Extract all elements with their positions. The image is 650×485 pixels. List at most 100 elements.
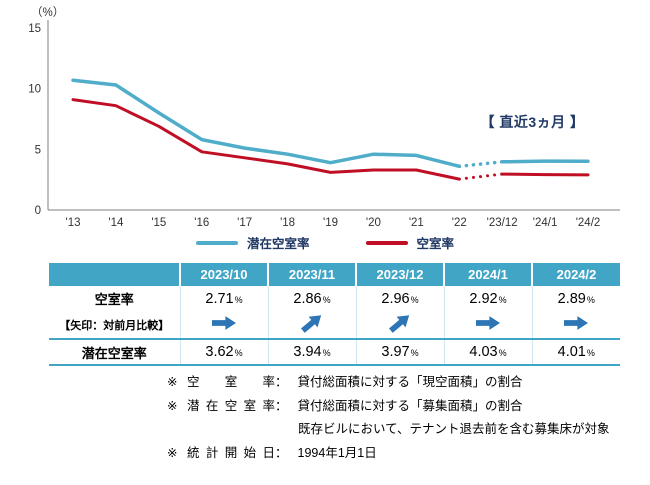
potential-vacancy-rate-cell: 4.01%: [531, 339, 620, 365]
potential-vacancy-rate-cell: 3.62%: [179, 339, 268, 365]
header-label-spacer: [49, 263, 180, 286]
rate-value: 2.86: [293, 290, 322, 307]
x-tick-label: '24/2: [576, 217, 601, 229]
footnote-line: ※ 統計開始日： 1994年1月1日: [167, 442, 610, 466]
trend-arrow-cell: [355, 309, 444, 339]
footnote-text: 既存ビルにおいて、テナント退去前を含む募集床が対象: [298, 422, 610, 436]
series-line-dotted-1: [457, 172, 504, 181]
x-tick-label: '21: [409, 217, 424, 229]
legend-label-vacancy: 空室率: [416, 237, 455, 251]
footnote-term: 潜在空室率: [187, 398, 275, 413]
table-header-row: 2023/10 2023/11 2023/12 2024/1 2024/2: [49, 263, 620, 286]
vacancy-rate-cell: 2.89%: [531, 286, 620, 311]
x-tick-label: '18: [280, 217, 295, 229]
trend-arrow-cell: [443, 311, 532, 339]
chart-legend: 潜在空室率 空室率: [0, 233, 650, 252]
footnotes: ※ 空室率： 貸付総面積に対する「現空面積」の割合 ※ 潜在空室率： 貸付総面積に対する「…: [167, 371, 610, 465]
y-tick-label: 15: [28, 23, 41, 35]
x-tick-label: '23/12: [487, 217, 518, 229]
rate-value: 2.71: [205, 290, 234, 307]
arrow-right-icon: [564, 315, 589, 330]
x-tick-label: '13: [66, 217, 81, 229]
rate-value: 3.94: [293, 344, 322, 360]
rate-value: 2.96: [381, 290, 410, 307]
vacancy-rate-cell: 2.71%: [179, 286, 268, 311]
y-axis-unit-label: （%）: [31, 7, 65, 19]
potential-vacancy-rate-cell: 3.97%: [355, 339, 444, 365]
vacancy-rate-row: 空室率 2.71% 2.86% 2.96% 2.92% 2.89%: [49, 286, 620, 311]
footnote-separator: ：: [275, 375, 288, 389]
legend-line-blue-swatch: [195, 240, 238, 245]
percent-unit: %: [410, 348, 419, 358]
legend-label-potential-vacancy: 潜在空室率: [246, 237, 310, 251]
footnote-term: 空室率: [187, 375, 275, 389]
series-line-recent-1: [500, 172, 590, 177]
legend-item-vacancy: 空室率: [365, 233, 455, 252]
percent-unit: %: [322, 348, 331, 358]
percent-unit: %: [498, 348, 507, 358]
x-tick-label: '15: [151, 217, 166, 229]
x-tick-label: '19: [323, 217, 338, 229]
x-tick-label: '16: [194, 217, 209, 229]
percent-unit: %: [234, 294, 243, 305]
footnote-line: 既存ビルにおいて、テナント退去前を含む募集床が対象: [167, 418, 610, 442]
y-tick-label: 5: [35, 144, 41, 156]
percent-unit: %: [498, 294, 507, 305]
arrow-right-icon: [476, 315, 500, 330]
x-tick-label: '24/1: [533, 217, 558, 229]
legend-line-red-swatch: [365, 240, 408, 245]
arrow-up-right-icon: [298, 309, 325, 335]
footnote-text: 1994年1月1日: [297, 445, 377, 460]
series-line-recent-0: [500, 159, 590, 164]
series-line-dotted-0: [457, 160, 504, 169]
percent-unit: %: [322, 294, 331, 305]
header-month: 2023/12: [355, 263, 444, 286]
potential-vacancy-rate-row: 潜在空室率 3.62% 3.94% 3.97% 4.03% 4.01%: [49, 339, 620, 365]
vacancy-rate-cell: 2.92%: [443, 286, 532, 311]
month-over-month-arrows-row: 【矢印：対前月比較】: [49, 311, 620, 339]
monthly-stats-table: 2023/10 2023/11 2023/12 2024/1 2024/2 空室率 2.7…: [49, 263, 620, 366]
row-label: 潜在空室率: [49, 339, 180, 365]
percent-unit: %: [410, 294, 419, 305]
percent-unit: %: [586, 348, 595, 358]
footnote-line: ※ 潜在空室率： 貸付総面積に対する「募集面積」の割合: [167, 395, 610, 419]
footnote-term: 統計開始日: [187, 445, 275, 460]
header-month: 2023/11: [267, 263, 356, 286]
potential-vacancy-rate-cell: 4.03%: [443, 339, 532, 365]
arrows-row-label: 【矢印：対前月比較】: [49, 311, 180, 339]
x-tick-label: '14: [108, 217, 124, 229]
footnote-separator: ：: [275, 398, 288, 413]
rate-value: 3.97: [381, 344, 410, 360]
footnote-marker: ※: [167, 398, 178, 413]
trend-arrow-cell: [531, 311, 620, 339]
rate-value: 2.89: [557, 290, 586, 307]
header-month: 2023/10: [179, 263, 268, 286]
y-tick-label: 10: [28, 84, 41, 96]
y-tick-label: 0: [35, 205, 41, 217]
trend-arrow-cell: [179, 311, 268, 339]
legend-item-potential-vacancy: 潜在空室率: [195, 233, 310, 252]
x-tick-label: '22: [452, 217, 467, 229]
series-line-solid-1: [71, 98, 461, 181]
arrow-up-right-icon: [386, 309, 413, 335]
percent-unit: %: [234, 348, 243, 358]
x-tick-label: '17: [237, 217, 252, 229]
rate-value: 2.92: [469, 290, 498, 307]
header-month: 2024/2: [531, 263, 620, 286]
vacancy-rate-cell: 2.86%: [267, 286, 356, 311]
trend-arrow-cell: [267, 309, 356, 339]
recent-3-months-annotation: 【 直近3ヵ月 】: [480, 114, 585, 130]
arrow-right-icon: [212, 315, 236, 330]
footnote-separator: ：: [275, 445, 288, 460]
rate-value: 4.03: [469, 344, 498, 360]
vacancy-line-chart: 0 5 10 15 '13 '14 '15 '16 '17 '18 '19 '20 '21 '22 '23/…: [28, 20, 620, 229]
potential-vacancy-rate-cell: 3.94%: [267, 339, 356, 365]
footnote-marker: ※: [167, 445, 178, 460]
footnote-marker: ※: [167, 375, 178, 389]
header-month: 2024/1: [443, 263, 532, 286]
row-label: 空室率: [49, 286, 180, 311]
footnote-text: 貸付総面積に対する「現空面積」の割合: [297, 375, 523, 389]
footnote-text: 貸付総面積に対する「募集面積」の割合: [297, 398, 523, 413]
x-tick-label: '20: [366, 217, 381, 229]
